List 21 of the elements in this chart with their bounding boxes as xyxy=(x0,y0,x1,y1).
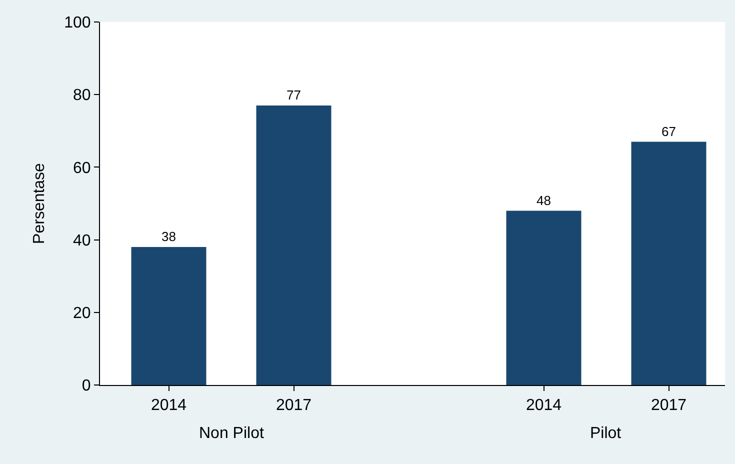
y-tick-label: 60 xyxy=(73,160,91,177)
y-tick-label: 100 xyxy=(64,14,91,32)
bar xyxy=(506,210,582,385)
y-tick-label: 40 xyxy=(73,232,91,250)
text: Pilot xyxy=(590,425,622,442)
data-label: 38 xyxy=(162,229,176,244)
bar xyxy=(131,247,206,385)
data-label: 48 xyxy=(536,192,551,208)
data-label: 77 xyxy=(286,87,301,102)
y-tick-label: 80 xyxy=(73,87,91,104)
y-tick-label: 0 xyxy=(82,378,91,395)
data-label: 67 xyxy=(662,124,676,139)
y-tick-label: 20 xyxy=(73,305,91,322)
y-axis-title: Persentase xyxy=(30,162,48,244)
x-tick-label: 2014 xyxy=(526,397,562,414)
x-tick-label: 2017 xyxy=(276,397,312,414)
bar xyxy=(631,142,706,385)
text: Non Pilot xyxy=(199,425,264,442)
x-tick-label: 2017 xyxy=(650,397,687,414)
x-tick-label: 2014 xyxy=(150,397,187,414)
bar xyxy=(256,105,332,385)
